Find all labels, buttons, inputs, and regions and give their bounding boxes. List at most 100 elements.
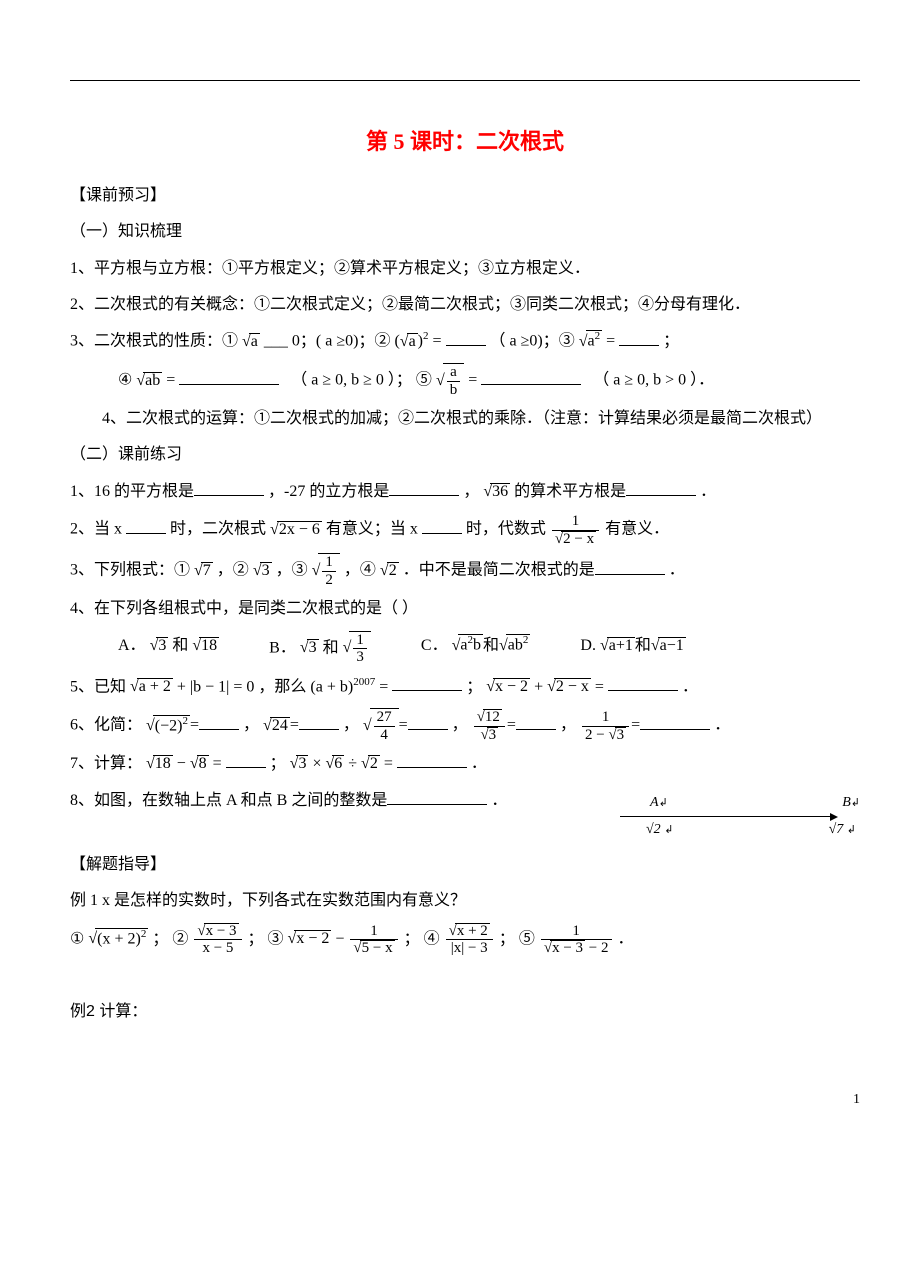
p2b: 时，二次根式 [170, 521, 266, 538]
sqrt-a-over-b-icon: ab [436, 372, 464, 389]
blank [126, 517, 166, 534]
p5a: 5、已知 [70, 678, 126, 695]
prepractice-header: （二）课前练习 [70, 440, 860, 470]
p6a: 6、化简： [70, 717, 142, 734]
k3-b-eq: = [433, 333, 446, 350]
axis-line [620, 816, 830, 817]
opt-a: A． 3 和 18 [118, 631, 219, 666]
oc-lead: C． [421, 637, 448, 654]
ex2: 例2 计算： [70, 997, 860, 1027]
blank [626, 479, 696, 496]
k4: 4、二次根式的运算：①二次根式的加减；②二次根式的乘除．（注意：计算结果必须是最… [102, 404, 860, 434]
p2d: 时，代数式 [466, 521, 546, 538]
k3-line2: ④ ab = （ a ≥ 0, b ≥ 0 ）； ⑤ ab = （ a ≥ 0,… [118, 363, 860, 398]
sep: ， [560, 717, 576, 734]
p8-row: 8、如图，在数轴上点 A 和点 B 之间的整数是 ． A↲ B↲ √2 ↲ √7… [70, 786, 860, 844]
pt-a: A [650, 795, 659, 810]
p1b: ，-27 的立方根是 [268, 483, 389, 500]
arrow-icon: ↲ [847, 824, 856, 836]
oc-mid: 和 [483, 637, 499, 654]
arrow-icon: ↲ [659, 797, 668, 809]
blank [389, 479, 459, 496]
p1c: ， [463, 483, 479, 500]
k1: 1、平方根与立方根：①平方根定义；②算术平方根定义；③立方根定义． [70, 254, 860, 284]
p5c: ； [466, 678, 482, 695]
sqrt-2x-6-icon: 2x − 6 [270, 521, 322, 538]
p7c: ． [471, 755, 487, 772]
p5e: ． [682, 678, 698, 695]
top-rule [70, 80, 860, 81]
lesson-title: 第 5 课时：二次根式 [70, 121, 860, 163]
blank [608, 674, 678, 691]
p2a: 2、当 x [70, 521, 126, 538]
sqrt-a-icon: a [242, 333, 260, 350]
p7a: 7、计算： [70, 755, 142, 772]
oa-mid: 和 [172, 637, 192, 654]
ob-lead: B． [269, 639, 296, 656]
lbl: ． [618, 930, 634, 947]
pt-b: B [842, 795, 851, 810]
blank [595, 558, 665, 575]
sqrt-3-icon: 3 [253, 562, 272, 579]
sqrt-ab-icon: ab [136, 372, 162, 389]
lbl: ； ④ [404, 930, 444, 947]
blank [446, 329, 486, 346]
val-sqrt2: √2 [646, 822, 661, 837]
sqrt-a2-abs-icon: a + 2 [130, 678, 173, 695]
od-mid: 和 [635, 637, 651, 654]
blank [226, 751, 266, 768]
p2: 2、当 x 时，二次根式 2x − 6 有意义；当 x 时，代数式 12 − x… [70, 513, 860, 547]
p5b: ，那么 [258, 678, 306, 695]
p3b: ，② [217, 562, 253, 579]
p8b: ． [491, 792, 507, 809]
p3a: 3、下列根式：① [70, 562, 194, 579]
blank [619, 329, 659, 346]
sqrt-2-icon: 2 [380, 562, 399, 579]
blank [392, 674, 462, 691]
blank [481, 368, 581, 385]
blank [199, 713, 239, 730]
p2c: 有意义；当 x [326, 521, 422, 538]
k3-l2-mid: （ a ≥ 0, b ≥ 0 ）； ⑤ [291, 372, 436, 389]
blank [422, 517, 462, 534]
p6: 6、化简： (−2)2= ， 24= ， 274= ， 123= ， 12 − … [70, 708, 860, 743]
od-lead: D. [580, 637, 596, 654]
p3e: ．中不是最简二次根式的是 [403, 562, 595, 579]
sep: ， [343, 717, 359, 734]
blank [299, 713, 339, 730]
opt-b: B． 3 和 13 [269, 631, 371, 666]
eq: = [507, 717, 516, 734]
k3-l2-tail: （ a ≥ 0, b > 0 ）． [593, 372, 714, 389]
p4: 4、在下列各组根式中，是同类二次根式的是（ ） [70, 594, 860, 624]
arrow-icon: ↲ [664, 824, 673, 836]
k2: 2、二次根式的有关概念：①二次根式定义；②最简二次根式；③同类二次根式；④分母有… [70, 290, 860, 320]
p7b: ； [270, 755, 286, 772]
p5eq: = [375, 678, 392, 695]
arrow-icon: ↲ [851, 797, 860, 809]
blank [408, 713, 448, 730]
blank [640, 713, 710, 730]
p3: 3、下列根式：① 7 ，② 3 ，③ 12 ，④ 2 ．中不是最简二次根式的是 … [70, 553, 860, 588]
p1d: 的算术平方根是 [514, 483, 626, 500]
p3c: ，③ [276, 562, 312, 579]
sqrt-half-icon: 12 [312, 562, 340, 579]
ex1-items: ① (x + 2)2 ； ② x − 3x − 5 ； ③ x − 2 − 15… [70, 923, 860, 957]
oa-lead: A． [118, 637, 146, 654]
frac-1-over-sqrt-2-x-icon: 12 − x [552, 513, 599, 547]
knowledge-header: （一）知识梳理 [70, 217, 860, 247]
p2e: 有意义． [605, 521, 669, 538]
blank [179, 368, 279, 385]
eq: = [399, 717, 408, 734]
opt-c: C． a2b和ab2 [421, 631, 530, 666]
lbl: ； ② [152, 930, 192, 947]
k3-line1: 3、二次根式的性质：① a ___ 0；( a ≥0)；② (a)2 = （ a… [70, 326, 860, 357]
p6end: ． [714, 717, 730, 734]
k3-lead: 3、二次根式的性质：① [70, 333, 242, 350]
sqrt-a2-icon: a2 [579, 333, 602, 350]
lbl: ； ③ [248, 930, 288, 947]
number-line-figure: A↲ B↲ √2 ↲ √7 ↲ [620, 790, 860, 844]
sep: ， [452, 717, 468, 734]
p7: 7、计算： 18 − 8 = ； 3 × 6 ÷ 2 = ． [70, 749, 860, 779]
eq: = [290, 717, 299, 734]
p8: 8、如图，在数轴上点 A 和点 B 之间的整数是 ． [70, 786, 507, 816]
